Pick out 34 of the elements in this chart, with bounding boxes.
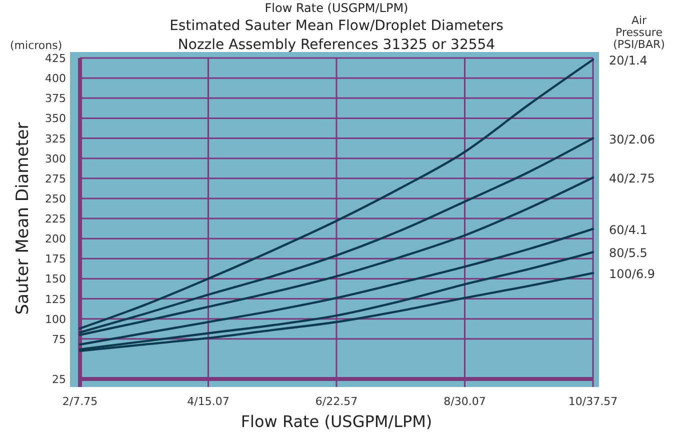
y-tick-label: 25 [52,373,66,386]
series-label: 40/2.75 [609,172,656,186]
y-tick-label: 300 [45,152,66,166]
x-tick-label: 6/22.57 [315,395,358,408]
chart-title: Estimated Sauter Mean Flow/Droplet Diameters [170,18,504,34]
x-tick-label: 10/37.57 [568,395,618,408]
x-tick-label: 8/30.07 [444,395,486,408]
y-tick-label: 250 [45,192,66,206]
y-tick-label: 75 [52,332,66,346]
x-tick-label: 4/15.07 [187,395,230,408]
series-label: 30/2.06 [609,132,656,146]
chart-subtitle: Nozzle Assembly References 31325 or 32554 [178,37,496,53]
y-tick-label: 200 [45,232,66,246]
x-axis-title: Flow Rate (USGPM/LPM) [240,412,432,431]
series-label: 80/5.5 [609,246,648,260]
x-tick-label: 2/7.75 [62,395,98,408]
y-tick-label: 125 [45,292,66,306]
y-tick-label: 350 [45,112,66,126]
y-tick-label: 425 [45,52,66,65]
y-tick-label: 400 [45,72,66,86]
text: Flow Rate (USGPM/LPM) [264,1,408,15]
series-label: 20/1.4 [609,54,648,68]
y-tick-label: 225 [45,212,66,226]
y-tick-label: 275 [45,172,66,186]
y-tick-label: 150 [45,272,66,286]
series-label: 100/6.9 [609,267,656,282]
y-tick-label: 325 [45,132,66,146]
y-axis-title: Sauter Mean Diameter [13,122,33,315]
series-label: 60/4.1 [609,222,648,237]
legend-title: Air Pressure (PSI/BAR) [613,14,665,51]
text: (microns) [10,39,62,52]
y-tick-label: 100 [45,312,66,326]
y-tick-label: 175 [45,252,66,266]
y-tick-label: 375 [45,92,66,106]
